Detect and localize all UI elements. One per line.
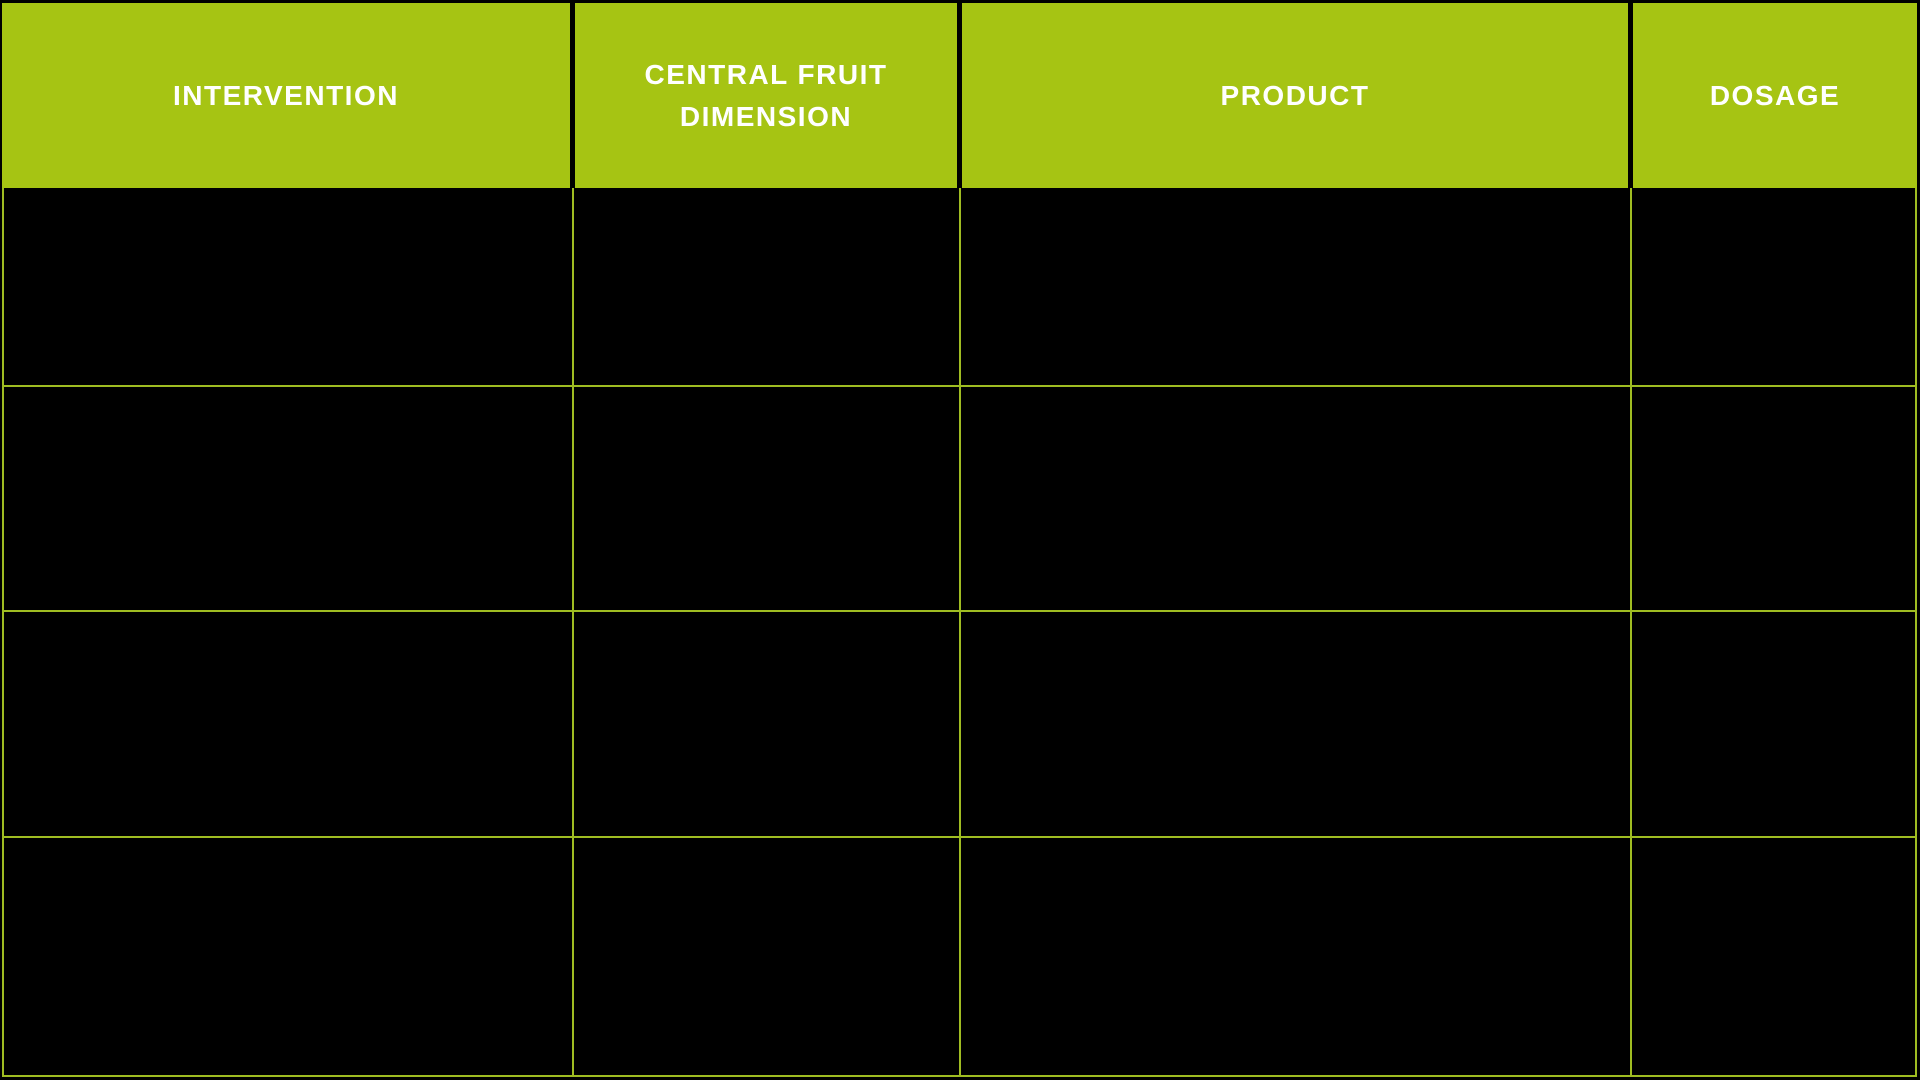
table-cell <box>1632 612 1915 836</box>
table-cell <box>4 188 572 385</box>
header-cell-dosage: DOSAGE <box>1633 3 1917 188</box>
table-cell <box>961 838 1630 1075</box>
table-cell <box>961 188 1630 385</box>
table-cell <box>574 612 959 836</box>
header-label-intervention: INTERVENTION <box>173 79 399 111</box>
header-label-central-fruit-dimension: CENTRAL FRUIT DIMENSION <box>644 58 888 132</box>
table-body <box>2 188 1917 1077</box>
table-cell <box>961 387 1630 610</box>
table-cell <box>4 387 572 610</box>
table-cell <box>574 838 959 1075</box>
table-header-row: INTERVENTION CENTRAL FRUIT DIMENSION PRO… <box>2 3 1917 188</box>
table-cell <box>1632 188 1915 385</box>
header-label-product: PRODUCT <box>1220 79 1370 111</box>
header-cell-intervention: INTERVENTION <box>2 3 570 188</box>
data-table: INTERVENTION CENTRAL FRUIT DIMENSION PRO… <box>2 3 1917 1077</box>
table-cell <box>574 188 959 385</box>
table-cell <box>4 612 572 836</box>
header-cell-product: PRODUCT <box>962 3 1628 188</box>
table-cell <box>1632 387 1915 610</box>
table-cell <box>1632 838 1915 1075</box>
table-cell <box>4 838 572 1075</box>
header-label-dosage: DOSAGE <box>1709 79 1841 111</box>
table-cell <box>574 387 959 610</box>
table-cell <box>961 612 1630 836</box>
header-cell-central-fruit-dimension: CENTRAL FRUIT DIMENSION <box>575 3 957 188</box>
